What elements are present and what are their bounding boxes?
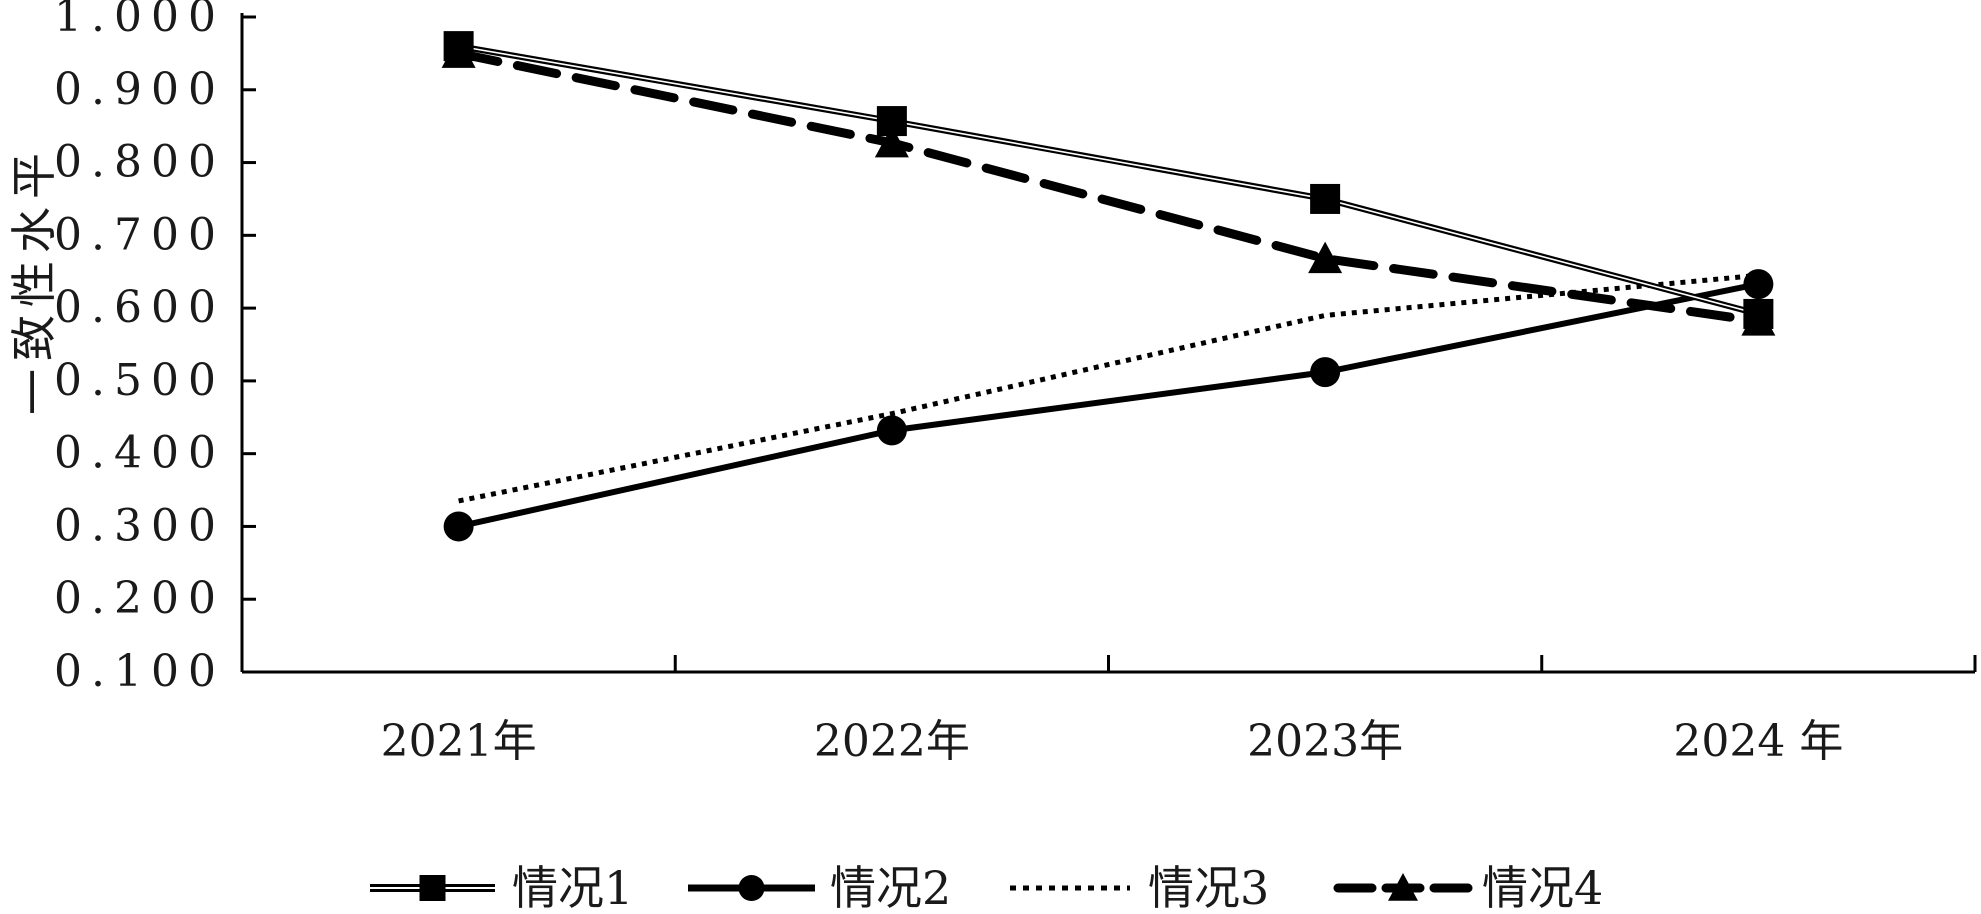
data-point-triangle xyxy=(874,125,909,158)
x-axis-ticks: 2021年 2022年 2023年 2024 年 xyxy=(381,655,1977,767)
y-tick-label: 0.100 xyxy=(54,646,225,697)
series-line-inner xyxy=(458,45,1759,315)
data-point-square xyxy=(1310,183,1341,214)
series-4 xyxy=(441,36,1776,336)
data-point-square xyxy=(876,106,907,137)
data-point-circle xyxy=(1310,357,1341,388)
y-tick-label: 0.300 xyxy=(54,500,225,551)
data-point-circle xyxy=(738,875,765,901)
data-point-square xyxy=(419,875,446,901)
x-tick-label: 2024 年 xyxy=(1673,716,1843,767)
y-tick-label: 0.800 xyxy=(54,137,225,188)
y-tick-label: 0.500 xyxy=(54,355,225,406)
y-tick-label: 0.600 xyxy=(54,282,225,333)
x-tick-label: 2021年 xyxy=(381,716,537,767)
y-axis-ticks: 1.000 0.900 0.800 0.700 0.600 0.500 0.400 0.300… xyxy=(54,0,256,697)
y-tick-label: 0.900 xyxy=(54,64,225,115)
axes xyxy=(240,13,1975,674)
y-tick-label: 0.400 xyxy=(54,428,225,479)
series-line xyxy=(458,272,1759,504)
series-lines xyxy=(441,31,1776,542)
series-3 xyxy=(458,272,1759,504)
series-2 xyxy=(443,269,1774,542)
x-tick-label: 2022年 xyxy=(814,716,970,767)
data-point-triangle xyxy=(1308,241,1343,274)
y-tick-label: 0.700 xyxy=(54,209,225,260)
legend-label: 情况4 xyxy=(1482,861,1603,914)
series-1 xyxy=(443,31,1774,329)
data-point-circle xyxy=(443,511,474,542)
x-tick-label: 2023年 xyxy=(1247,716,1403,767)
series-line-outer xyxy=(458,43,1760,317)
data-point-square xyxy=(443,31,474,62)
y-tick-label: 0.200 xyxy=(54,573,225,624)
data-point-circle xyxy=(1743,269,1774,300)
y-tick-label: 1.000 xyxy=(54,0,225,42)
legend-entry-1: 情况1 xyxy=(370,861,633,914)
legend-label: 情况1 xyxy=(512,861,633,914)
data-point-square xyxy=(1743,298,1774,329)
legend: 情况1 情况2 情况3 情况4 xyxy=(370,861,1603,914)
y-axis-label: 一致性水平 xyxy=(7,145,61,415)
legend-label: 情况2 xyxy=(830,861,951,914)
data-point-circle xyxy=(876,415,907,446)
series-line xyxy=(457,281,1759,530)
legend-entry-4: 情况4 xyxy=(1333,861,1603,914)
legend-entry-2: 情况2 xyxy=(688,861,951,914)
legend-entry-3: 情况3 xyxy=(1010,861,1269,914)
legend-label: 情况3 xyxy=(1148,861,1269,914)
series-line xyxy=(454,48,1763,326)
data-point-triangle xyxy=(1388,873,1418,901)
